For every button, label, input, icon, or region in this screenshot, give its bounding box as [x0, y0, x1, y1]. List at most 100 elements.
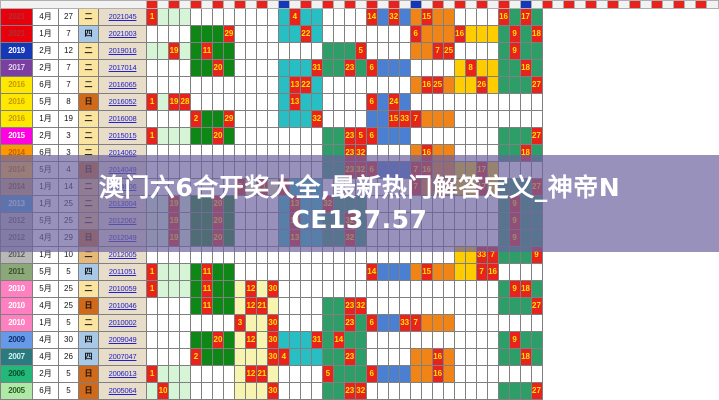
grid-cell[interactable] — [354, 331, 367, 349]
number-cell[interactable]: 32 — [354, 297, 367, 315]
grid-cell[interactable] — [508, 59, 521, 77]
number-cell[interactable]: 9 — [508, 25, 521, 43]
number-cell[interactable]: 11 — [200, 42, 213, 60]
grid-cell[interactable] — [508, 76, 521, 94]
grid-cell[interactable] — [244, 8, 257, 26]
grid-cell[interactable] — [288, 314, 301, 332]
table-row[interactable]: 2011 5月 5 四 2011051 1 11 14 15 7 16 — [0, 263, 719, 281]
grid-cell[interactable] — [464, 365, 477, 383]
table-row[interactable]: 2021 1月 7 四 2021003 29 22 6 16 9 18 — [0, 25, 719, 43]
grid-cell[interactable] — [343, 263, 356, 281]
grid-cell[interactable] — [497, 263, 510, 281]
issue-link[interactable]: 2005064 — [108, 386, 137, 395]
grid-cell[interactable] — [475, 8, 488, 26]
grid-cell[interactable] — [519, 42, 532, 60]
grid-cell[interactable] — [508, 263, 521, 281]
grid-cell[interactable] — [398, 8, 411, 26]
grid-cell[interactable] — [168, 59, 181, 77]
grid-cell[interactable] — [321, 42, 334, 60]
grid-cell[interactable] — [409, 280, 422, 298]
grid-cell[interactable] — [420, 280, 433, 298]
grid-cell[interactable] — [475, 42, 488, 60]
grid-cell[interactable] — [453, 8, 466, 26]
grid-cell[interactable] — [343, 110, 356, 128]
issue-link[interactable]: 2006013 — [108, 369, 137, 378]
grid-cell[interactable] — [310, 348, 323, 366]
grid-cell[interactable] — [233, 331, 246, 349]
cell-issue-id[interactable]: 2019016 — [97, 42, 148, 60]
grid-cell[interactable] — [420, 110, 433, 128]
grid-cell[interactable] — [508, 297, 521, 315]
grid-cell[interactable] — [157, 59, 170, 77]
grid-cell[interactable] — [398, 263, 411, 281]
cell-issue-id[interactable]: 2016052 — [97, 93, 148, 111]
grid-cell[interactable] — [409, 76, 422, 94]
grid-cell[interactable] — [453, 314, 466, 332]
number-cell[interactable]: 2 — [190, 110, 202, 128]
issue-link[interactable]: 2016065 — [108, 80, 137, 89]
grid-cell[interactable] — [200, 348, 213, 366]
grid-cell[interactable] — [321, 263, 334, 281]
grid-cell[interactable] — [376, 76, 389, 94]
number-cell[interactable]: 14 — [365, 263, 378, 281]
grid-cell[interactable] — [354, 59, 367, 77]
grid-cell[interactable] — [321, 297, 334, 315]
grid-cell[interactable] — [179, 8, 191, 26]
grid-cell[interactable] — [244, 127, 257, 145]
grid-cell[interactable] — [277, 365, 290, 383]
grid-cell[interactable] — [343, 365, 356, 383]
grid-cell[interactable] — [255, 127, 268, 145]
grid-cell[interactable] — [464, 76, 477, 94]
grid-cell[interactable] — [431, 297, 444, 315]
grid-cell[interactable] — [486, 348, 499, 366]
grid-cell[interactable] — [179, 127, 191, 145]
grid-cell[interactable] — [299, 314, 312, 332]
grid-cell[interactable] — [255, 331, 268, 349]
grid-cell[interactable] — [519, 263, 532, 281]
cell-issue-id[interactable]: 2010059 — [97, 280, 148, 298]
grid-cell[interactable] — [168, 263, 181, 281]
cell-issue-id[interactable]: 2017014 — [97, 59, 148, 77]
number-cell[interactable]: 1 — [146, 365, 159, 383]
grid-cell[interactable] — [431, 314, 444, 332]
grid-cell[interactable] — [200, 93, 213, 111]
grid-cell[interactable] — [146, 382, 159, 400]
number-cell[interactable]: 23 — [343, 314, 356, 332]
grid-cell[interactable] — [211, 25, 224, 43]
grid-cell[interactable] — [453, 127, 466, 145]
grid-cell[interactable] — [255, 59, 268, 77]
grid-cell[interactable] — [420, 25, 433, 43]
grid-cell[interactable] — [497, 331, 510, 349]
grid-cell[interactable] — [343, 93, 356, 111]
table-row[interactable]: 2019 2月 12 二 2019016 19 11 5 7 25 9 — [0, 42, 719, 60]
grid-cell[interactable] — [266, 8, 279, 26]
grid-cell[interactable] — [244, 382, 257, 400]
grid-cell[interactable] — [497, 59, 510, 77]
number-cell[interactable]: 32 — [310, 110, 323, 128]
issue-link[interactable]: 2021003 — [108, 29, 137, 38]
grid-cell[interactable] — [310, 76, 323, 94]
grid-cell[interactable] — [211, 348, 224, 366]
grid-cell[interactable] — [508, 348, 521, 366]
grid-cell[interactable] — [497, 93, 510, 111]
grid-cell[interactable] — [464, 382, 477, 400]
grid-cell[interactable] — [299, 263, 312, 281]
grid-cell[interactable] — [343, 280, 356, 298]
grid-cell[interactable] — [332, 110, 345, 128]
grid-cell[interactable] — [530, 314, 543, 332]
grid-cell[interactable] — [157, 280, 170, 298]
grid-cell[interactable] — [211, 365, 224, 383]
grid-cell[interactable] — [157, 76, 170, 94]
number-cell[interactable]: 1 — [146, 263, 159, 281]
grid-cell[interactable] — [376, 280, 389, 298]
grid-cell[interactable] — [168, 8, 181, 26]
grid-cell[interactable] — [442, 297, 455, 315]
grid-cell[interactable] — [179, 110, 191, 128]
grid-cell[interactable] — [266, 76, 279, 94]
grid-cell[interactable] — [376, 42, 389, 60]
number-cell[interactable]: 30 — [266, 331, 279, 349]
number-cell[interactable]: 18 — [530, 25, 543, 43]
number-cell[interactable]: 15 — [420, 263, 433, 281]
grid-cell[interactable] — [508, 93, 521, 111]
grid-cell[interactable] — [211, 42, 224, 60]
